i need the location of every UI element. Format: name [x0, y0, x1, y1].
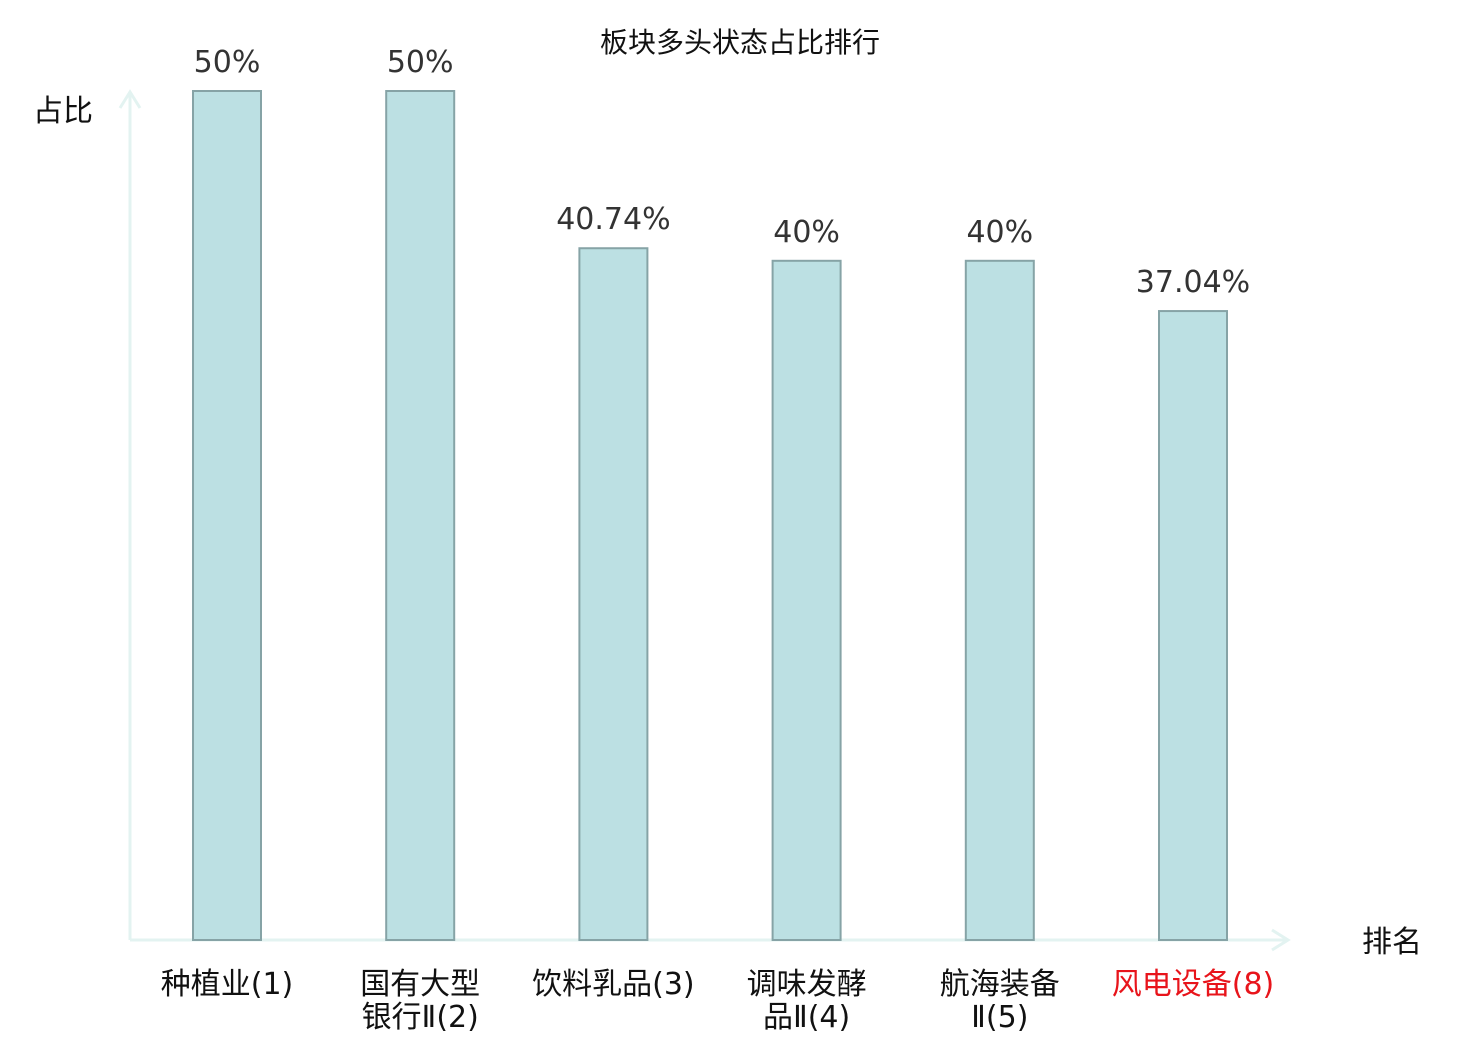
value-labels: 50% 50% 40.74% 40% 40% 37.04% — [194, 45, 1251, 300]
x-tick-label-line: 银行Ⅱ(2) — [362, 1000, 479, 1035]
x-tick-label: 风电设备(8) — [1112, 967, 1275, 1002]
x-axis-arrow — [1271, 928, 1291, 952]
chart-title: 板块多头状态占比排行 — [600, 26, 880, 59]
y-axis-label: 占比 — [33, 94, 93, 129]
bar — [964, 259, 1035, 941]
data-label: 40% — [966, 215, 1033, 250]
x-tick-label-line: Ⅱ(5) — [971, 1000, 1028, 1035]
x-tick-label: 调味发酵品Ⅱ(4) — [747, 967, 867, 1035]
bar — [578, 247, 649, 941]
bar — [385, 90, 456, 941]
x-tick-label: 种植业(1) — [161, 967, 294, 1002]
axes — [118, 89, 1291, 952]
x-tick-label: 饮料乳品(3) — [532, 967, 695, 1002]
data-label: 50% — [194, 45, 261, 80]
bar — [771, 259, 842, 941]
data-label: 40% — [773, 215, 840, 250]
data-label: 37.04% — [1136, 265, 1250, 300]
y-axis-arrow — [118, 89, 142, 109]
x-tick-label-line: 品Ⅱ(4) — [763, 1000, 850, 1035]
bar — [192, 90, 262, 941]
x-tick-label-line: 国有大型 — [360, 967, 480, 1002]
x-tick-label-line: 种植业(1) — [161, 967, 294, 1002]
x-axis-label: 排名 — [1362, 925, 1422, 960]
data-label: 40.74% — [556, 202, 670, 237]
x-tick-label-line: 风电设备(8) — [1112, 967, 1275, 1002]
category-labels: 种植业(1) 国有大型银行Ⅱ(2) 饮料乳品(3) 调味发酵品Ⅱ(4) 航海装备 Ⅱ(5)… — [161, 967, 1275, 1035]
bar — [1158, 310, 1228, 941]
x-tick-label: 国有大型银行Ⅱ(2) — [360, 967, 480, 1035]
x-tick-label-line: 饮料乳品(3) — [532, 967, 695, 1002]
x-tick-label-line: 航海装备 — [940, 967, 1060, 1002]
data-label: 50% — [387, 45, 454, 80]
x-tick-label: 航海装备 Ⅱ(5) — [940, 967, 1060, 1035]
bars — [192, 90, 1228, 941]
x-tick-label-line: 调味发酵 — [747, 967, 867, 1002]
